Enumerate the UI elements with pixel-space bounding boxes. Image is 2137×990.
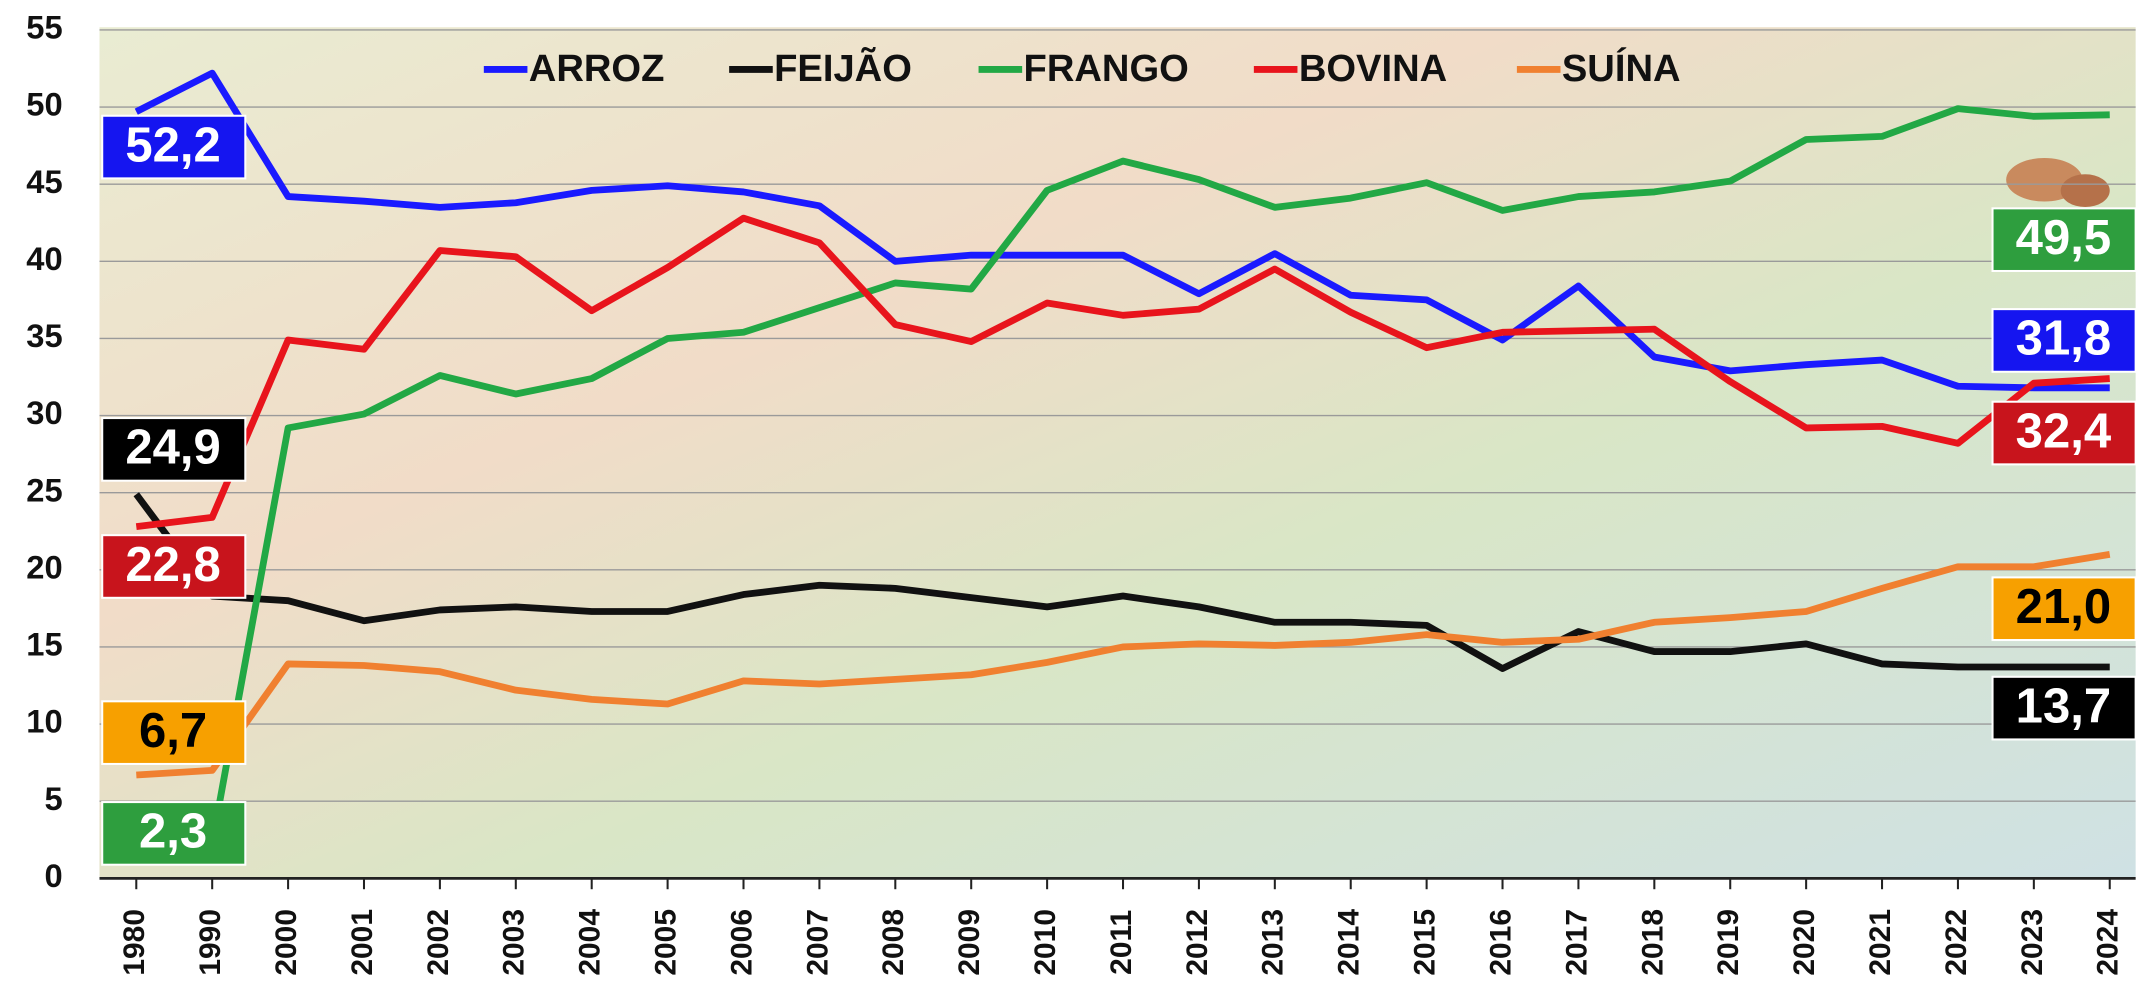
y-tick-label: 10 <box>26 703 62 740</box>
x-tick-label: 2022 <box>1940 909 1973 976</box>
value-label: 31,8 <box>2016 312 2111 366</box>
x-tick-label: 2015 <box>1409 909 1442 976</box>
x-tick-label: 2014 <box>1333 909 1366 976</box>
y-tick-label: 25 <box>26 471 62 508</box>
x-tick-label: 2007 <box>801 909 834 976</box>
value-label: 32,4 <box>2016 404 2111 458</box>
y-tick-label: 15 <box>26 626 62 663</box>
chart: 0 5 10 15 20 25 30 35 40 45 50 55 1980 1990 2000 2001 20… <box>0 0 2137 990</box>
legend-label: FRANGO <box>1024 47 1189 90</box>
y-tick-label: 35 <box>26 317 62 354</box>
x-tick-label: 2002 <box>422 909 455 976</box>
x-tick-label: 2017 <box>1560 909 1593 976</box>
x-tick-label: 2019 <box>1712 909 1745 976</box>
x-tick-label: 2005 <box>650 909 683 976</box>
y-tick-label: 0 <box>44 857 62 894</box>
value-label: 49,5 <box>2016 211 2111 265</box>
value-label: 21,0 <box>2016 580 2111 634</box>
x-tick-label: 2010 <box>1029 909 1062 976</box>
x-tick-label: 2008 <box>877 909 910 976</box>
x-tick-label: 2000 <box>270 909 303 976</box>
x-tick-label: 2006 <box>725 909 758 976</box>
value-label: 22,8 <box>125 538 220 592</box>
x-tick-label: 2023 <box>2016 909 2049 976</box>
x-tick-label: 2018 <box>1636 909 1669 976</box>
plot-background <box>99 27 2135 878</box>
value-label: 6,7 <box>139 704 207 758</box>
x-tick-label: 1980 <box>118 909 151 976</box>
y-tick-label: 55 <box>26 9 62 46</box>
x-tick-label: 2001 <box>346 909 379 976</box>
y-tick-label: 50 <box>26 86 62 123</box>
x-tick-label: 2013 <box>1257 909 1290 976</box>
y-tick-label: 20 <box>26 548 62 585</box>
x-tick-label: 2020 <box>1788 909 1821 976</box>
y-tick-label: 40 <box>26 240 62 277</box>
x-tick-label: 2024 <box>2092 909 2125 976</box>
legend-label: SUÍNA <box>1562 46 1681 90</box>
y-tick-label: 45 <box>26 163 62 200</box>
x-tick-label: 2011 <box>1105 910 1138 975</box>
x-tick-label: 2016 <box>1484 909 1517 976</box>
x-tick-label: 2021 <box>1864 909 1897 976</box>
legend-label: FEIJÃO <box>774 46 912 90</box>
y-tick-label: 30 <box>26 394 62 431</box>
x-tick-label: 2004 <box>574 909 607 976</box>
x-tick-label: 2009 <box>953 909 986 976</box>
value-label: 2,3 <box>139 805 207 859</box>
page: 0 5 10 15 20 25 30 35 40 45 50 55 1980 1990 2000 2001 20… <box>0 0 2137 990</box>
legend-label: ARROZ <box>529 47 665 90</box>
value-label: 52,2 <box>125 118 220 172</box>
value-label: 24,9 <box>125 421 220 475</box>
x-tick-label: 2003 <box>498 909 531 976</box>
x-tick-label: 1990 <box>194 909 227 976</box>
value-label: 13,7 <box>2016 679 2111 733</box>
x-tick-label: 2012 <box>1181 909 1214 976</box>
legend-label: BOVINA <box>1299 47 1447 90</box>
y-tick-label: 5 <box>44 780 62 817</box>
